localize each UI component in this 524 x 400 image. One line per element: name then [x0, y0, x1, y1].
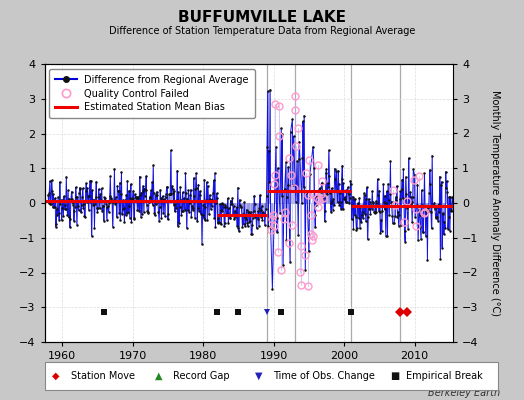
Text: ▼: ▼ — [255, 371, 263, 381]
Text: ◆: ◆ — [52, 371, 60, 381]
Text: Record Gap: Record Gap — [173, 371, 230, 381]
Text: Empirical Break: Empirical Break — [406, 371, 483, 381]
Text: ■: ■ — [390, 371, 400, 381]
Text: ▲: ▲ — [155, 371, 162, 381]
Text: Station Move: Station Move — [71, 371, 135, 381]
Text: Difference of Station Temperature Data from Regional Average: Difference of Station Temperature Data f… — [109, 26, 415, 36]
Text: Time of Obs. Change: Time of Obs. Change — [274, 371, 375, 381]
Text: BUFFUMVILLE LAKE: BUFFUMVILLE LAKE — [178, 10, 346, 25]
Text: Berkeley Earth: Berkeley Earth — [428, 388, 500, 398]
Y-axis label: Monthly Temperature Anomaly Difference (°C): Monthly Temperature Anomaly Difference (… — [490, 90, 500, 316]
Legend: Difference from Regional Average, Quality Control Failed, Estimated Station Mean: Difference from Regional Average, Qualit… — [49, 69, 255, 118]
